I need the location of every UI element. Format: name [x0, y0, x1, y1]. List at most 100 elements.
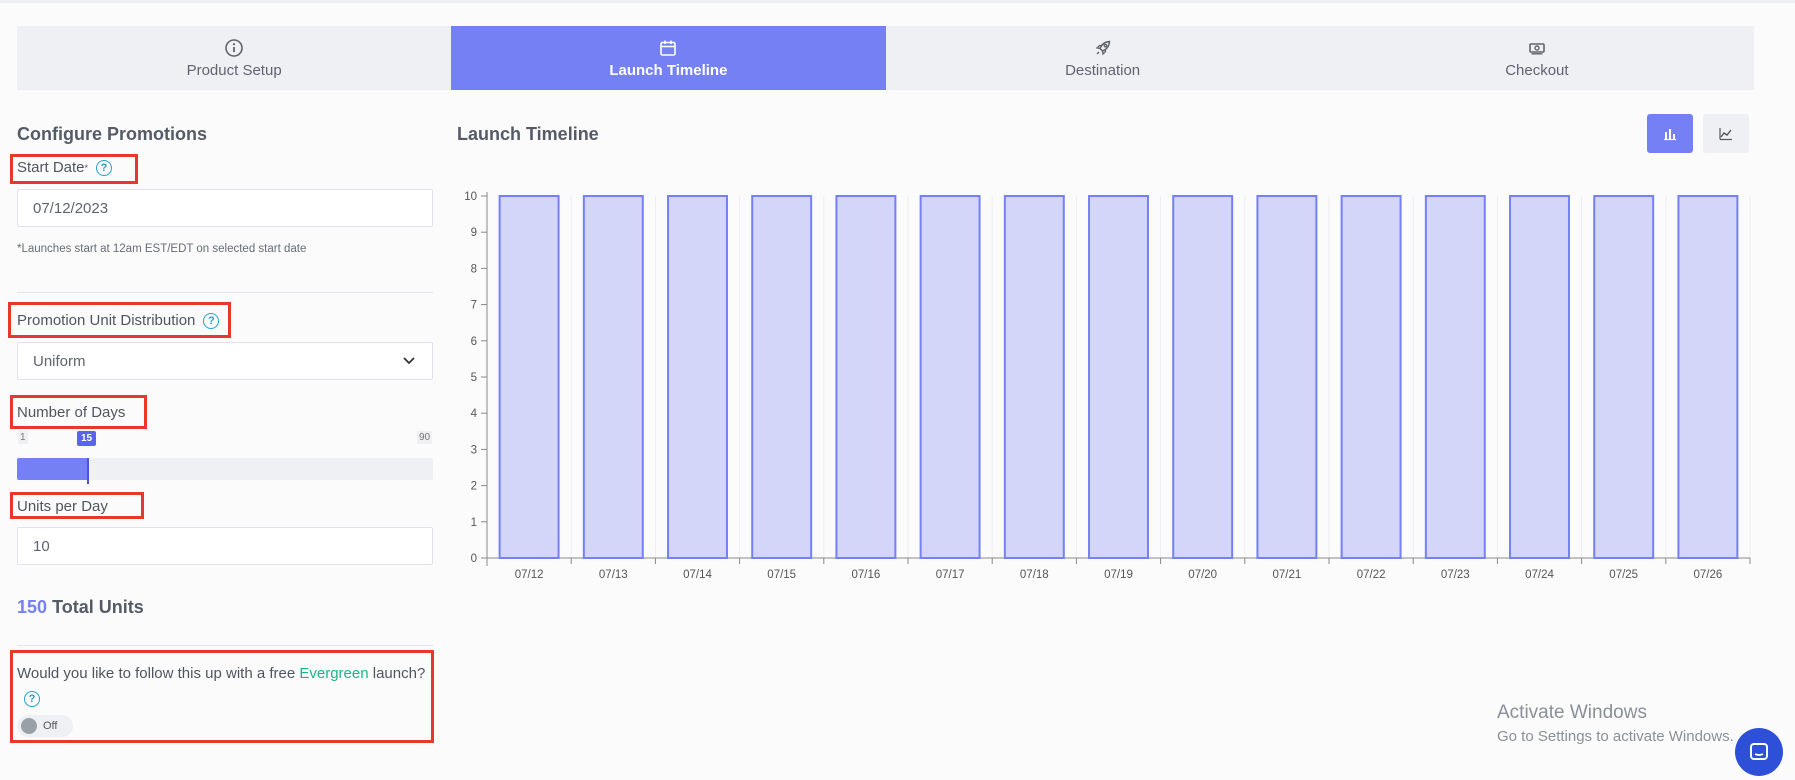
- timeline-title: Launch Timeline: [457, 124, 599, 144]
- units-input[interactable]: 10: [17, 527, 433, 565]
- chat-icon: [1750, 743, 1768, 760]
- bar: [1003, 195, 1065, 559]
- start-date-input[interactable]: 07/12/2023: [17, 189, 433, 227]
- start-date-note: *Launches start at 12am EST/EDT on selec…: [17, 243, 307, 255]
- bar: [1088, 195, 1149, 559]
- launch-timeline-chart: 0 1 2 3 4 5 6 7 8 9 10 07/12 07/13 07/14 07/15 07/16 07/…: [464, 191, 1751, 581]
- x-tick-label: 07/24: [1525, 569, 1554, 581]
- bar: [919, 195, 981, 559]
- toggle-label: Off: [43, 720, 58, 732]
- y-tick-label: 7: [471, 300, 477, 312]
- line-chart-icon: [1719, 127, 1732, 140]
- money-icon: [1529, 42, 1545, 55]
- start-date-value: 07/12/2023: [33, 199, 109, 217]
- bar: [1424, 195, 1486, 559]
- top-border: [0, 0, 1795, 3]
- evergreen-suffix: launch?: [368, 665, 426, 682]
- bar: [835, 195, 897, 559]
- step-checkout[interactable]: Checkout: [1320, 26, 1754, 90]
- step-launch-timeline[interactable]: Launch Timeline: [451, 26, 886, 90]
- bar: [498, 195, 560, 559]
- windows-watermark-subtitle: Go to Settings to activate Windows.: [1497, 728, 1734, 745]
- distribution-value: Uniform: [33, 352, 86, 370]
- bar: [1340, 195, 1402, 559]
- chevron-down-icon: [403, 357, 415, 365]
- slider-handle[interactable]: [87, 458, 89, 484]
- help-icon[interactable]: ?: [203, 312, 220, 329]
- highlight-box: [10, 154, 138, 184]
- bar: [667, 195, 728, 559]
- evergreen-prefix: Would you like to follow this up with a …: [17, 665, 300, 682]
- bar: [582, 195, 644, 559]
- y-tick-label: 1: [471, 517, 477, 529]
- y-tick-label: 5: [471, 372, 477, 384]
- help-icon[interactable]: ?: [96, 159, 113, 176]
- evergreen-word: Evergreen: [299, 665, 369, 682]
- bar: [1172, 195, 1234, 559]
- chat-button[interactable]: [1735, 728, 1783, 776]
- highlight-box: [10, 650, 434, 743]
- distribution-select[interactable]: Uniform: [17, 342, 433, 380]
- y-tick-label: 2: [471, 481, 477, 493]
- step-label: Destination: [1065, 61, 1141, 79]
- help-icon[interactable]: ?: [24, 691, 40, 707]
- calendar-icon: [660, 40, 677, 56]
- total-units: 150 Total Units: [17, 597, 144, 618]
- days-label: Number of Days: [17, 404, 126, 421]
- step-label: Product Setup: [186, 61, 282, 79]
- windows-watermark-title: Activate Windows: [1497, 702, 1647, 723]
- x-tick-label: 07/26: [1694, 569, 1723, 581]
- x-tick-label: 07/25: [1609, 569, 1638, 581]
- y-tick-label: 6: [471, 336, 477, 348]
- y-tick-label: 8: [471, 263, 477, 275]
- x-tick-label: 07/13: [599, 569, 628, 581]
- bar: [1677, 195, 1739, 559]
- bar: [1593, 195, 1655, 559]
- x-tick-label: 07/15: [767, 569, 796, 581]
- x-tick-label: 07/18: [1020, 569, 1049, 581]
- highlight-box: [10, 492, 144, 519]
- info-icon: [225, 38, 243, 57]
- line-chart-view-button[interactable]: [1703, 114, 1749, 153]
- bar: [1509, 195, 1570, 559]
- x-tick-label: 07/19: [1104, 569, 1133, 581]
- wizard-stepper: Product Setup Launch Timeline Destinatio…: [17, 26, 1754, 90]
- start-date-label: Start Date * ?: [17, 159, 113, 176]
- toggle-knob: [21, 718, 37, 734]
- x-tick-label: 07/20: [1188, 569, 1217, 581]
- y-tick-label: 3: [471, 444, 477, 456]
- required-marker: *: [84, 162, 89, 173]
- units-value: 10: [33, 537, 50, 555]
- x-tick-label: 07/21: [1273, 569, 1302, 581]
- bar-chart-icon: [1664, 128, 1676, 140]
- bar-chart-view-button[interactable]: [1647, 114, 1693, 153]
- distribution-label: Promotion Unit Distribution ?: [17, 312, 220, 329]
- evergreen-question: Would you like to follow this up with a …: [17, 662, 427, 710]
- y-tick-label: 10: [464, 191, 477, 203]
- step-product-setup[interactable]: Product Setup: [17, 26, 451, 90]
- step-destination[interactable]: Destination: [886, 26, 1320, 90]
- slider-max-label: 90: [417, 431, 433, 444]
- y-tick-label: 0: [471, 553, 477, 565]
- total-units-label: Total Units: [52, 597, 144, 617]
- evergreen-toggle[interactable]: Off: [17, 715, 73, 737]
- slider-value-bubble: 15: [77, 431, 97, 446]
- slider-min-label: 1: [18, 431, 28, 444]
- rocket-icon: [1095, 40, 1110, 55]
- x-tick-label: 07/14: [683, 569, 712, 581]
- step-label: Checkout: [1505, 61, 1569, 79]
- total-units-number: 150: [17, 597, 48, 617]
- step-label: Launch Timeline: [609, 61, 728, 79]
- slider-fill: [17, 458, 87, 480]
- bar: [751, 195, 813, 559]
- highlight-box: [8, 302, 231, 338]
- x-tick-label: 07/12: [515, 569, 544, 581]
- days-slider[interactable]: [17, 458, 433, 484]
- divider: [17, 645, 433, 646]
- units-label: Units per Day: [17, 498, 108, 515]
- y-tick-label: 4: [471, 408, 478, 420]
- start-date-label-text: Start Date: [17, 159, 85, 176]
- highlight-box: [10, 395, 147, 429]
- x-tick-label: 07/17: [936, 569, 965, 581]
- bar: [1256, 195, 1318, 559]
